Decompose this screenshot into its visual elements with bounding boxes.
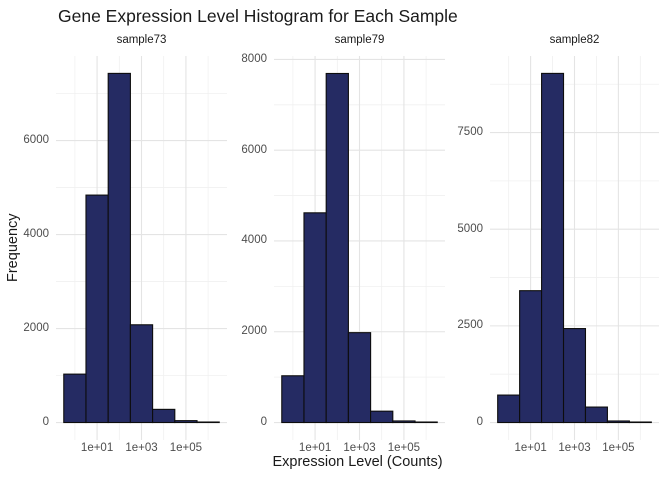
y-tick-label: 7500 xyxy=(457,126,483,139)
histogram-bar xyxy=(584,406,608,424)
histogram-bar xyxy=(107,72,131,424)
facet-strip-label: sample79 xyxy=(334,34,385,46)
y-tick-label: 6000 xyxy=(241,143,267,156)
y-tick-label: 8000 xyxy=(241,52,267,65)
x-tick-label: 1e+01 xyxy=(80,442,114,454)
y-tick-label: 2000 xyxy=(23,322,49,335)
x-tick-label: 1e+05 xyxy=(602,442,635,454)
y-tick-label: 0 xyxy=(260,416,267,429)
x-tick-label: 1e+05 xyxy=(387,442,421,454)
histogram-bar xyxy=(281,375,305,424)
facet-strip-label: sample82 xyxy=(549,34,600,46)
histogram-bar xyxy=(196,421,220,424)
y-tick-label: 2000 xyxy=(241,325,267,338)
histogram-bar xyxy=(347,332,372,424)
facet-panel-sample82 xyxy=(490,56,659,440)
facet-panel-sample79 xyxy=(274,56,445,440)
x-tick-label: 1e+05 xyxy=(169,442,203,454)
facet-strip-label: sample73 xyxy=(116,34,167,46)
x-tick-label: 1e+01 xyxy=(514,442,547,454)
facet-panel-sample73 xyxy=(56,56,227,440)
histogram-bar xyxy=(85,194,109,424)
x-tick-label: 1e+03 xyxy=(125,442,158,454)
x-tick-label: 1e+01 xyxy=(298,442,332,454)
y-tick-label: 5000 xyxy=(457,222,483,235)
y-tick-label: 4000 xyxy=(23,228,49,241)
histogram-bar xyxy=(628,421,652,424)
histogram-bar xyxy=(497,394,521,424)
y-tick-label: 0 xyxy=(476,416,483,429)
histogram-bar xyxy=(129,324,154,424)
y-tick-label: 6000 xyxy=(23,134,49,147)
histogram-bar xyxy=(325,72,349,424)
x-axis-title: Expression Level (Counts) xyxy=(272,454,443,470)
histogram-bar xyxy=(562,328,587,424)
histogram-bar xyxy=(519,290,543,424)
histogram-bar xyxy=(392,420,416,424)
plot-title: Gene Expression Level Histogram for Each… xyxy=(58,6,458,26)
histogram-bar xyxy=(606,420,630,424)
histogram-bar xyxy=(152,408,176,424)
y-tick-label: 0 xyxy=(42,416,49,429)
x-tick-label: 1e+03 xyxy=(558,442,591,454)
histogram-bar xyxy=(174,420,198,424)
y-axis-title: Frequency xyxy=(5,213,21,283)
histogram-bar xyxy=(414,421,438,424)
histogram-bar xyxy=(541,72,565,424)
histogram-bar xyxy=(303,212,327,424)
y-tick-label: 4000 xyxy=(241,234,267,247)
x-tick-label: 1e+03 xyxy=(343,442,376,454)
histogram-bar xyxy=(370,410,394,424)
histogram-bar xyxy=(63,373,87,424)
y-tick-label: 2500 xyxy=(457,319,483,332)
